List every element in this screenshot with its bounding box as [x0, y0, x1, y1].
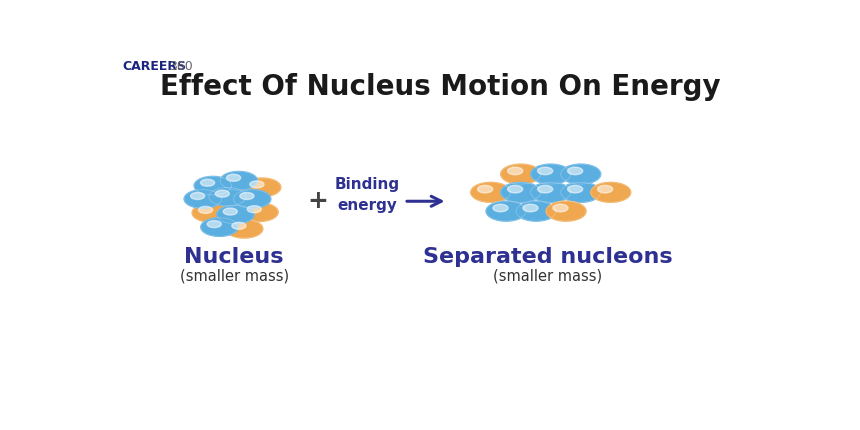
- Circle shape: [220, 172, 257, 190]
- Circle shape: [215, 190, 230, 197]
- Circle shape: [516, 201, 556, 221]
- Circle shape: [207, 221, 221, 227]
- Circle shape: [194, 176, 231, 195]
- Circle shape: [501, 164, 541, 184]
- Circle shape: [568, 167, 583, 175]
- Text: CAREERS: CAREERS: [122, 60, 186, 73]
- Circle shape: [233, 190, 271, 208]
- Circle shape: [523, 204, 538, 212]
- Circle shape: [217, 205, 255, 224]
- Text: Separated nucleons: Separated nucleons: [422, 247, 673, 267]
- Circle shape: [241, 203, 278, 221]
- Circle shape: [477, 185, 493, 193]
- Circle shape: [243, 178, 280, 197]
- Circle shape: [561, 182, 600, 202]
- Circle shape: [470, 182, 511, 202]
- Circle shape: [531, 182, 571, 202]
- Text: Binding
energy: Binding energy: [335, 177, 400, 213]
- Circle shape: [223, 208, 237, 215]
- Circle shape: [191, 193, 205, 200]
- Circle shape: [200, 179, 215, 186]
- Circle shape: [507, 167, 523, 175]
- Circle shape: [531, 164, 571, 184]
- Circle shape: [507, 185, 523, 193]
- Circle shape: [225, 219, 263, 238]
- Circle shape: [538, 167, 553, 175]
- Text: (smaller mass): (smaller mass): [180, 269, 289, 284]
- Circle shape: [591, 182, 630, 202]
- Circle shape: [240, 193, 254, 200]
- Circle shape: [486, 201, 526, 221]
- Circle shape: [209, 187, 246, 206]
- Circle shape: [546, 201, 586, 221]
- Circle shape: [226, 174, 241, 181]
- Text: +: +: [307, 189, 328, 213]
- Circle shape: [249, 181, 264, 188]
- Text: 360: 360: [169, 60, 193, 73]
- Circle shape: [199, 206, 212, 213]
- Circle shape: [493, 204, 508, 212]
- Circle shape: [501, 182, 541, 202]
- Text: (smaller mass): (smaller mass): [493, 269, 602, 284]
- Circle shape: [561, 164, 600, 184]
- Circle shape: [553, 204, 568, 212]
- Circle shape: [201, 218, 238, 236]
- Circle shape: [247, 206, 261, 213]
- Circle shape: [598, 185, 612, 193]
- Text: Effect Of Nucleus Motion On Energy: Effect Of Nucleus Motion On Energy: [161, 73, 721, 101]
- Circle shape: [192, 203, 230, 222]
- Circle shape: [538, 185, 553, 193]
- Circle shape: [232, 222, 246, 229]
- Text: Nucleus: Nucleus: [184, 247, 284, 267]
- Circle shape: [184, 190, 222, 208]
- Circle shape: [568, 185, 583, 193]
